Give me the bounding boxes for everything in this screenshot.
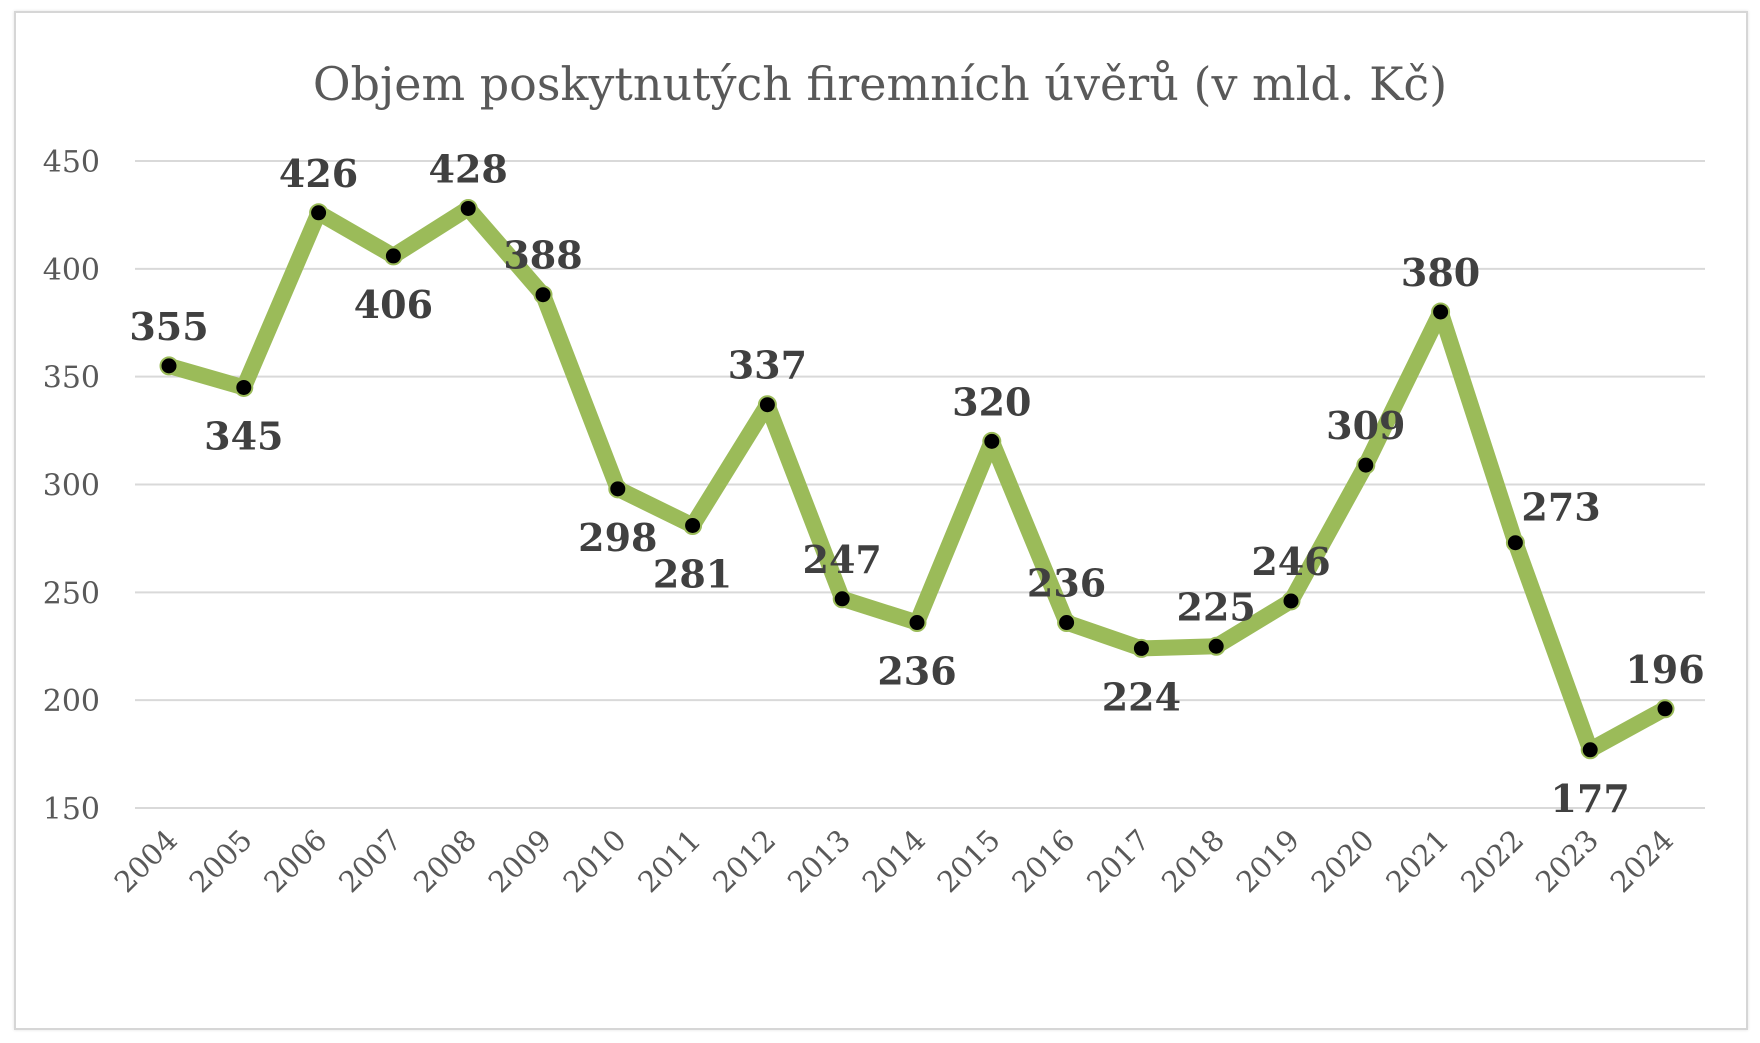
x-tick-label: 2010	[557, 823, 633, 899]
data-point	[1655, 699, 1675, 719]
data-label: 337	[728, 343, 807, 388]
data-point	[608, 479, 628, 499]
x-tick-label: 2007	[332, 823, 408, 899]
data-label: 345	[204, 413, 283, 458]
data-point	[1356, 455, 1376, 475]
data-point	[683, 515, 703, 535]
x-tick-label: 2005	[183, 823, 259, 899]
data-label: 388	[503, 233, 582, 278]
data-point	[757, 395, 777, 415]
x-tick-label: 2008	[407, 823, 483, 899]
data-label: 247	[803, 537, 882, 582]
y-tick-label: 200	[43, 684, 100, 719]
chart-title: Objem poskytnutých firemních úvěrů (v ml…	[313, 57, 1447, 111]
data-label: 380	[1401, 250, 1480, 295]
data-label: 224	[1102, 674, 1181, 719]
data-point	[234, 377, 254, 397]
x-axis-ticks: 2004200520062007200820092010201120122013…	[108, 823, 1680, 899]
x-tick-label: 2013	[781, 823, 857, 899]
data-label: 196	[1625, 647, 1704, 692]
gridlines	[135, 160, 1705, 809]
data-label: 281	[653, 551, 732, 596]
x-tick-label: 2014	[856, 823, 932, 899]
x-tick-label: 2023	[1529, 823, 1605, 899]
data-point	[383, 246, 403, 266]
data-point	[1131, 638, 1151, 658]
data-point	[1281, 591, 1301, 611]
x-tick-label: 2021	[1379, 823, 1455, 899]
data-point	[832, 589, 852, 609]
x-tick-label: 2024	[1604, 823, 1680, 899]
x-tick-label: 2006	[257, 823, 333, 899]
y-tick-label: 400	[43, 253, 100, 288]
x-tick-label: 2004	[108, 823, 184, 899]
data-point	[159, 356, 179, 376]
data-label: 309	[1326, 403, 1405, 448]
data-label: 355	[129, 304, 208, 349]
x-tick-label: 2011	[631, 823, 707, 899]
data-point	[1580, 740, 1600, 760]
x-tick-label: 2020	[1305, 823, 1381, 899]
y-tick-label: 300	[43, 469, 100, 504]
data-point	[1206, 636, 1226, 656]
data-point	[982, 431, 1002, 451]
data-label: 406	[354, 282, 433, 327]
y-tick-label: 450	[43, 145, 100, 180]
data-label: 426	[279, 151, 358, 196]
data-point	[907, 613, 927, 633]
y-tick-label: 150	[43, 792, 100, 827]
y-tick-label: 250	[43, 576, 100, 611]
data-point	[1057, 613, 1077, 633]
data-point	[458, 198, 478, 218]
data-label: 225	[1177, 584, 1256, 629]
data-label: 177	[1551, 776, 1630, 821]
chart-frame	[14, 11, 1748, 1030]
y-axis-ticks: 150 200 250 300 350 400 450	[43, 145, 100, 827]
data-label: 320	[952, 379, 1031, 424]
data-point	[309, 203, 329, 223]
x-tick-label: 2016	[1005, 823, 1081, 899]
y-tick-label: 350	[43, 361, 100, 396]
data-point	[533, 285, 553, 305]
x-tick-label: 2009	[482, 823, 558, 899]
data-label: 273	[1521, 485, 1600, 530]
data-label: 236	[1027, 561, 1106, 606]
data-label: 246	[1251, 539, 1330, 584]
data-point	[1505, 533, 1525, 553]
data-point	[1431, 302, 1451, 322]
x-tick-label: 2019	[1230, 823, 1306, 899]
x-tick-label: 2017	[1080, 823, 1156, 899]
x-tick-label: 2022	[1454, 823, 1530, 899]
data-label: 298	[578, 515, 657, 560]
data-points	[159, 198, 1675, 760]
x-tick-label: 2012	[706, 823, 782, 899]
data-label: 428	[429, 146, 508, 191]
x-tick-label: 2018	[1155, 823, 1231, 899]
x-tick-label: 2015	[931, 823, 1007, 899]
data-label: 236	[877, 649, 956, 694]
